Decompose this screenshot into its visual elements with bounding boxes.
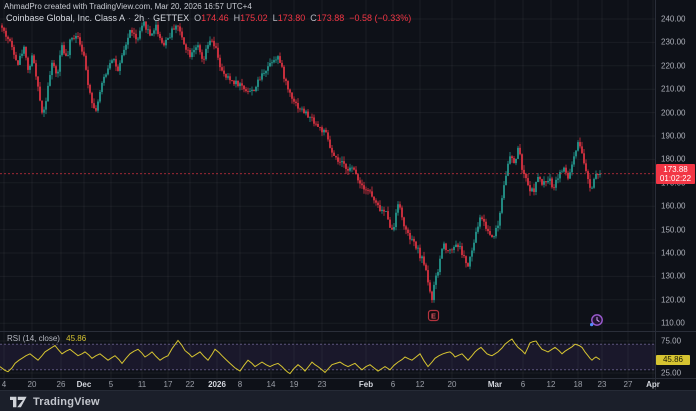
time-axis-label: 14: [266, 380, 276, 389]
time-axis-label: 19: [289, 380, 299, 389]
time-axis-label: 2026: [208, 380, 226, 389]
close-label: C: [310, 13, 317, 23]
open-label: O: [194, 13, 202, 23]
price-axis-label: 230.00: [661, 37, 686, 47]
open-value: 174.46: [201, 13, 229, 23]
rsi-current-value: 45.86: [66, 334, 87, 343]
price-axis-label: 110.00: [661, 318, 685, 328]
time-axis-label: Feb: [358, 380, 374, 389]
rsi-legend[interactable]: RSI (14, close) 45.86: [7, 334, 86, 343]
symbol-legend: Coinbase Global, Inc. Class A · 2h · GETTEX O…: [6, 13, 411, 23]
time-axis-label: Dec: [76, 380, 92, 389]
exchange-label: GETTEX: [153, 13, 190, 23]
time-axis-label: 6: [390, 380, 396, 389]
high-value: 175.02: [240, 13, 268, 23]
price-axis-label: 120.00: [661, 295, 686, 305]
price-axis-label: 190.00: [661, 131, 686, 141]
low-label: L: [272, 13, 278, 23]
price-axis-label: 140.00: [661, 248, 686, 258]
time-axis-label: 11: [137, 380, 147, 389]
low-value: 173.80: [277, 13, 306, 23]
time-axis-label: 12: [546, 380, 556, 389]
svg-text:E: E: [431, 311, 436, 320]
change-value: −0.58 (−0.33%): [349, 13, 412, 23]
rsi-axis-label: 25.00: [661, 368, 682, 378]
time-axis-label: Mar: [487, 380, 503, 389]
rsi-value-label: 45.86: [656, 354, 690, 365]
upcoming-earnings-clock-icon[interactable]: [589, 313, 604, 333]
footer-bar: TradingView: [0, 390, 696, 411]
price-axis-label: 240.00: [661, 14, 686, 24]
price-axis-label: 150.00: [661, 225, 686, 235]
time-axis-label: 4: [1, 380, 7, 389]
price-axis-label: 210.00: [661, 84, 686, 94]
price-axis-label: 220.00: [661, 61, 686, 71]
close-value: 173.88: [316, 13, 345, 23]
time-axis-label: Apr: [646, 380, 660, 389]
time-axis-label: 26: [56, 380, 66, 389]
time-axis-label: 5: [108, 380, 114, 389]
interval-label[interactable]: 2h: [134, 13, 145, 23]
tradingview-brand-text[interactable]: TradingView: [33, 395, 100, 408]
time-axis-label: 23: [597, 380, 607, 389]
price-axis-label: 180.00: [661, 154, 686, 164]
price-axis-label: 130.00: [661, 271, 686, 281]
price-axis-label: 200.00: [661, 108, 686, 118]
time-axis-label: 22: [185, 380, 195, 389]
time-axis-label: 17: [163, 380, 173, 389]
attribution-text: AhmadPro created with TradingView.com, M…: [4, 2, 252, 11]
symbol-title[interactable]: Coinbase Global, Inc. Class A: [6, 13, 126, 23]
time-axis-label: 6: [520, 380, 526, 389]
time-axis-label: 27: [623, 380, 633, 389]
high-label: H: [233, 13, 241, 23]
time-axis-label: 23: [317, 380, 327, 389]
time-axis-label: 12: [415, 380, 425, 389]
earnings-icon[interactable]: E: [427, 309, 440, 327]
legend-separator: ·: [147, 13, 151, 23]
current-price-label: 173.88 01:02:22: [656, 163, 695, 184]
time-axis-label: 18: [573, 380, 583, 389]
current-price-value: 173.88: [663, 164, 688, 174]
legend-separator: ·: [128, 13, 132, 23]
tradingview-logo-icon[interactable]: [10, 396, 27, 408]
time-axis-label: 20: [447, 380, 457, 389]
rsi-title: RSI: [7, 334, 21, 343]
bar-countdown: 01:02:22: [659, 173, 692, 183]
time-axis-label: 20: [27, 380, 37, 389]
time-axis-label: 8: [237, 380, 243, 389]
rsi-params: (14, close): [22, 334, 60, 343]
price-axis-label: 160.00: [661, 201, 686, 211]
rsi-axis-label: 75.00: [661, 336, 682, 346]
